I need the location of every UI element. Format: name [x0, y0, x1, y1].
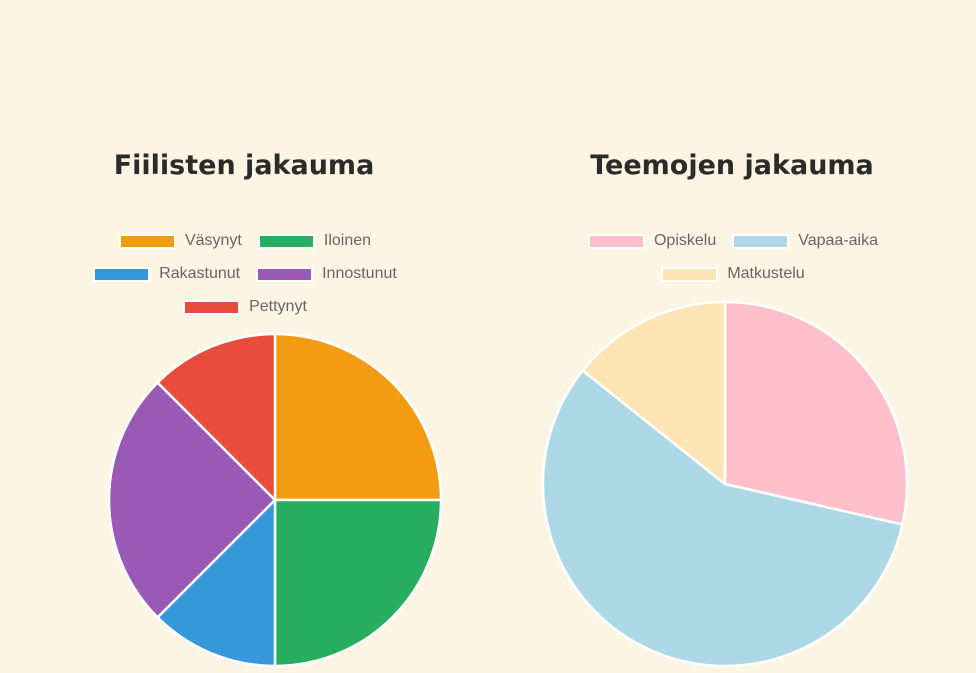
legend-swatch — [661, 266, 719, 282]
legend-item[interactable]: Rakastunut — [93, 263, 240, 285]
pie-slice[interactable] — [107, 381, 277, 619]
legend-swatch — [256, 266, 314, 282]
pie-slice[interactable] — [581, 300, 727, 486]
legend-item[interactable]: Iloinen — [257, 230, 372, 252]
legend-item[interactable]: Vapaa-aika — [732, 230, 878, 252]
pie-slice[interactable] — [273, 498, 443, 668]
legend-label: Matkustelu — [727, 265, 805, 282]
chart-panel-moods: Fiilisten jakauma Väsynyt Iloinen Rakastun… — [60, 150, 443, 668]
legend-item[interactable]: Väsynyt — [118, 230, 242, 252]
chart-legend: Opiskelu Vapaa-aika Matkustelu — [548, 230, 918, 285]
pie-slice[interactable] — [723, 300, 909, 526]
legend-swatch — [732, 233, 790, 249]
legend-swatch — [93, 266, 151, 282]
chart-title: Teemojen jakauma — [590, 150, 874, 181]
pie-chart — [107, 332, 443, 668]
legend-label: Vapaa-aika — [798, 232, 878, 249]
legend-label: Iloinen — [323, 232, 372, 249]
pie-slice[interactable] — [541, 369, 904, 668]
legend-swatch — [183, 299, 241, 315]
legend-item[interactable]: Opiskelu — [587, 230, 717, 252]
legend-item[interactable]: Pettynyt — [183, 296, 307, 318]
legend-label: Opiskelu — [653, 232, 717, 249]
legend-label: Rakastunut — [159, 265, 241, 282]
legend-label: Innostunut — [322, 265, 397, 282]
legend-swatch — [587, 233, 645, 249]
pie-chart — [541, 300, 909, 668]
legend-item[interactable]: Matkustelu — [661, 263, 805, 285]
pie-slice[interactable] — [273, 332, 443, 502]
legend-label: Väsynyt — [184, 232, 242, 249]
chart-panel-themes: Teemojen jakauma Opiskelu Vapaa-aika Matku… — [488, 0, 976, 673]
pie-slice[interactable] — [156, 332, 277, 502]
legend-swatch — [118, 233, 176, 249]
legend-label: Pettynyt — [249, 298, 307, 315]
chart-title: Fiilisten jakauma — [113, 150, 375, 181]
pie-slice[interactable] — [156, 498, 277, 668]
legend-swatch — [257, 233, 315, 249]
legend-item[interactable]: Innostunut — [256, 263, 397, 285]
chart-legend: Väsynyt Iloinen Rakastunut Innostunut Pettyn… — [60, 230, 430, 318]
